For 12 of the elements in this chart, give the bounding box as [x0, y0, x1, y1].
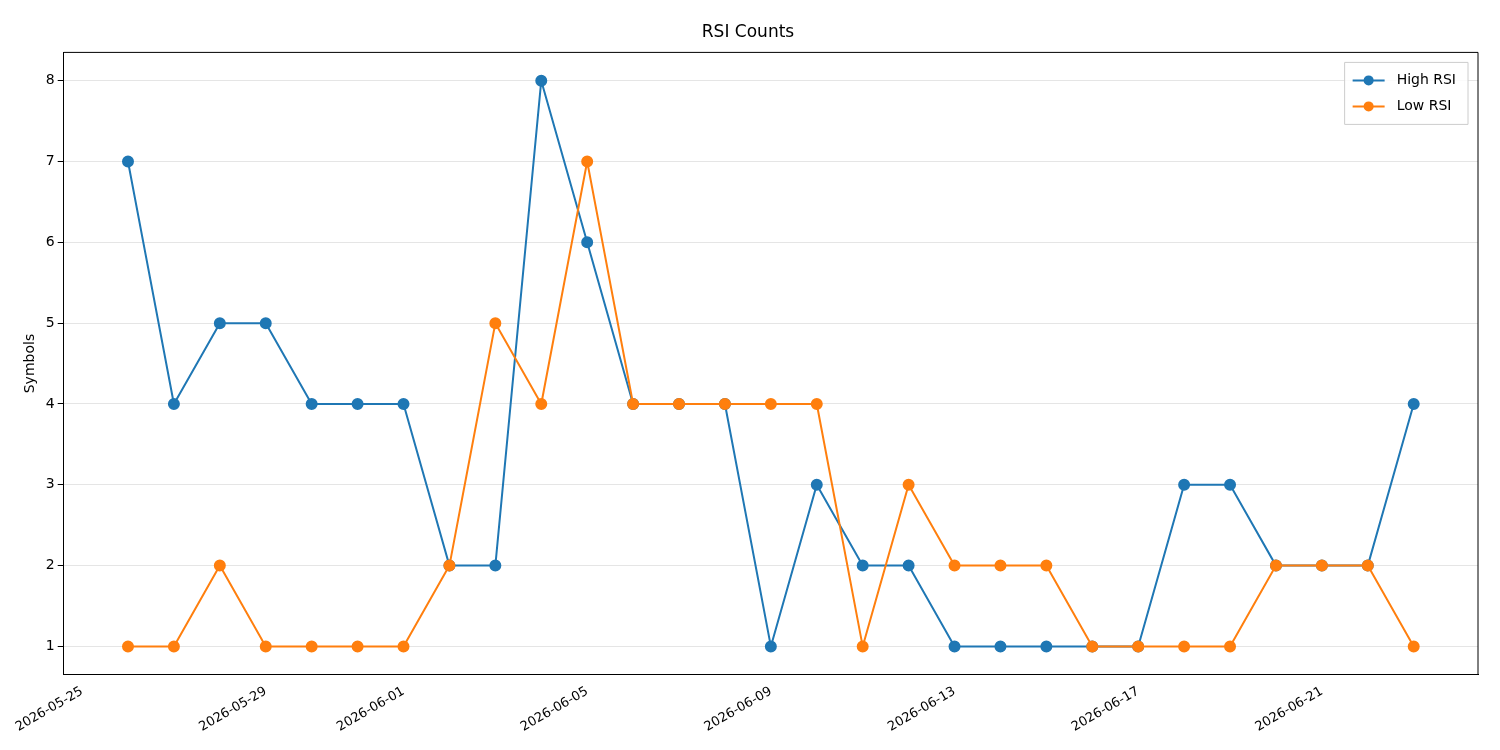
y-tick-label: 7 — [45, 152, 55, 169]
y-tick-label: 2 — [45, 556, 55, 573]
y-tick-label: 8 — [45, 71, 55, 88]
legend-label: Low RSI — [1396, 97, 1452, 114]
y-axis-title: Symbols — [21, 333, 38, 394]
y-tick-label: 5 — [45, 313, 55, 330]
y-tick-label: 3 — [45, 475, 55, 492]
chart-title: RSI Counts — [701, 20, 795, 41]
y-tick-label: 6 — [45, 232, 55, 249]
legend-label: High RSI — [1396, 71, 1456, 88]
y-tick-label: 1 — [45, 637, 55, 654]
y-tick-label: 4 — [45, 394, 55, 411]
